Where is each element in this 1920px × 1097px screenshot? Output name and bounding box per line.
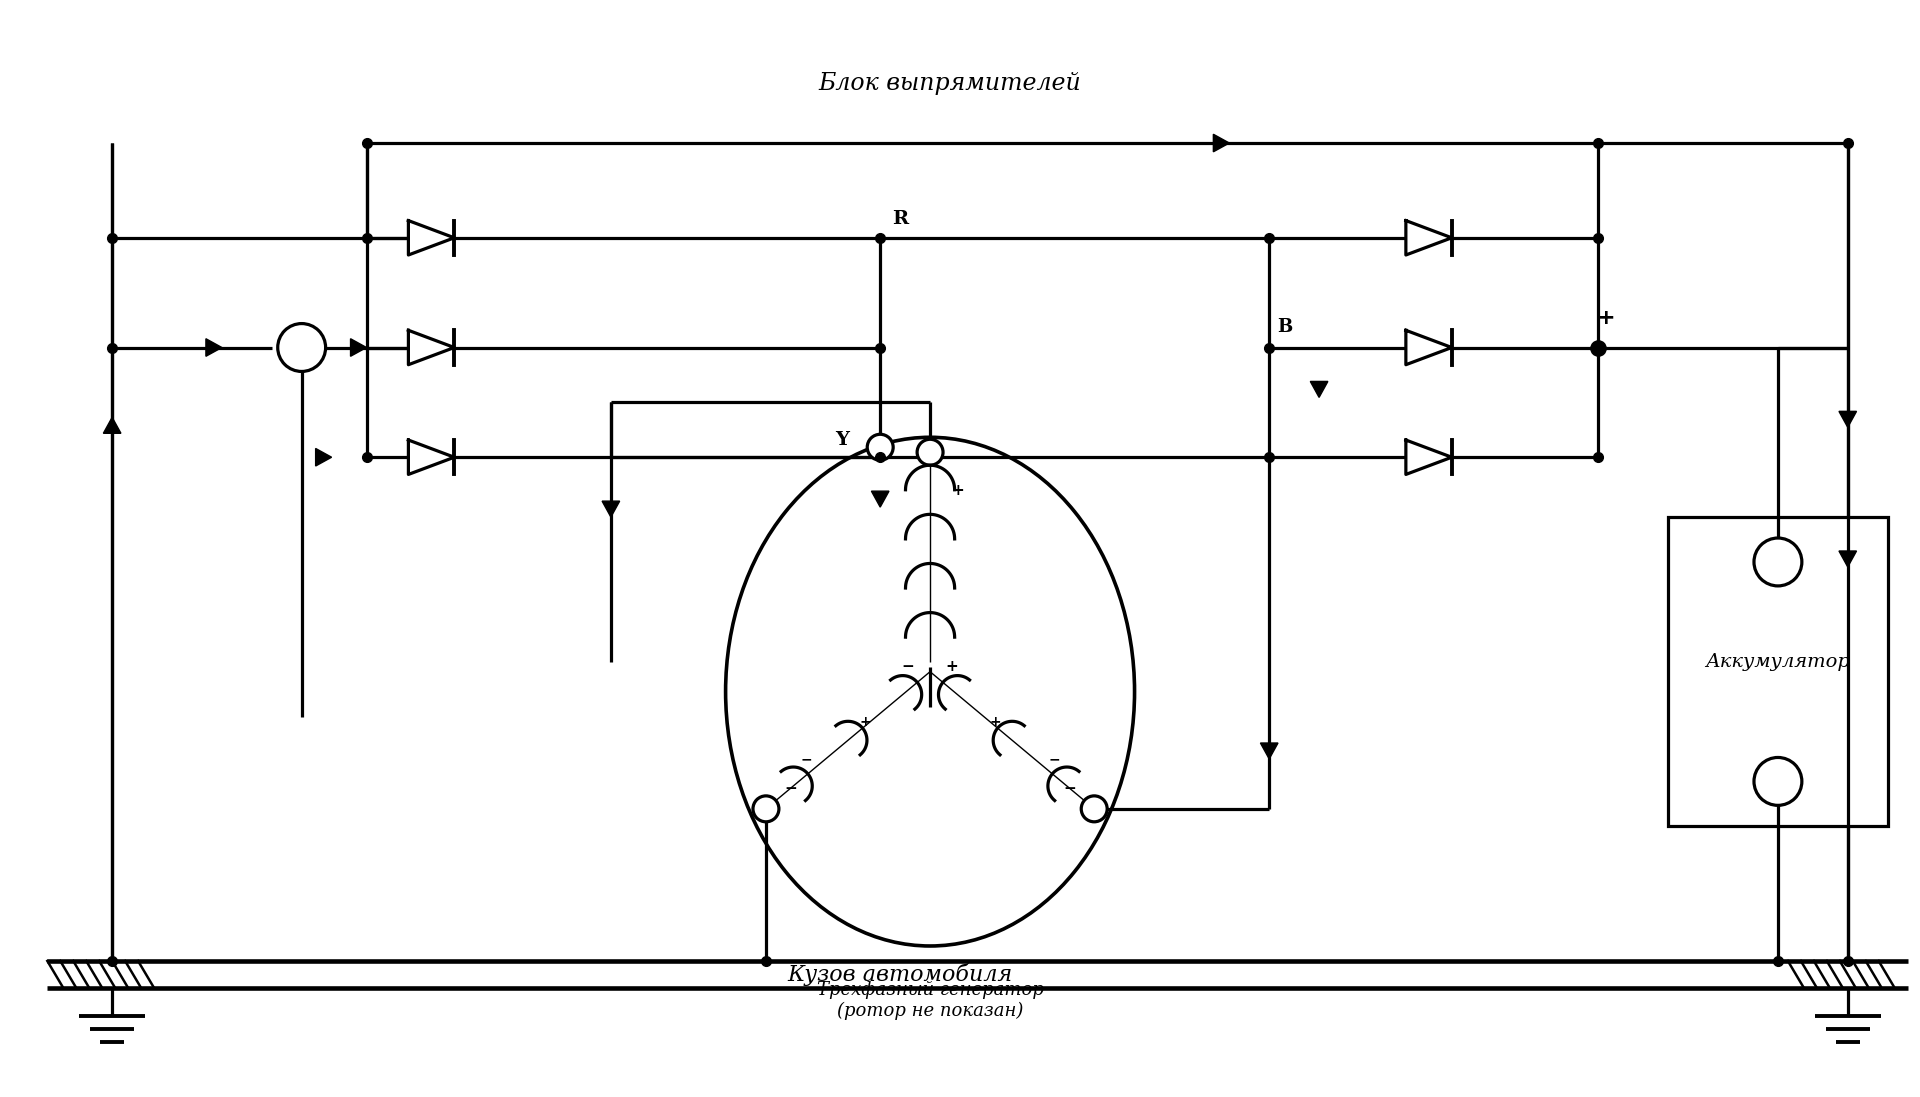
Polygon shape	[205, 339, 223, 357]
Text: −: −	[305, 339, 321, 357]
Circle shape	[278, 324, 326, 372]
Polygon shape	[872, 491, 889, 507]
Text: −: −	[801, 751, 812, 766]
Circle shape	[753, 795, 780, 822]
Text: −: −	[1770, 772, 1786, 791]
Text: −: −	[1064, 781, 1075, 796]
Circle shape	[1755, 538, 1801, 586]
Circle shape	[1755, 757, 1801, 805]
Polygon shape	[409, 330, 455, 364]
Text: R: R	[893, 210, 908, 228]
Polygon shape	[1405, 330, 1452, 364]
Polygon shape	[1405, 440, 1452, 474]
Circle shape	[918, 439, 943, 465]
Polygon shape	[409, 220, 455, 255]
Text: +: +	[947, 659, 958, 675]
Polygon shape	[1309, 382, 1329, 397]
Polygon shape	[1213, 134, 1229, 151]
Ellipse shape	[726, 438, 1135, 946]
Text: −: −	[1048, 751, 1060, 766]
Text: +: +	[1776, 553, 1791, 570]
Text: +: +	[989, 714, 1000, 728]
Text: −: −	[902, 659, 914, 675]
Circle shape	[868, 434, 893, 461]
Polygon shape	[409, 440, 455, 474]
Text: +: +	[1597, 307, 1615, 328]
Polygon shape	[104, 417, 121, 433]
Text: Y: Y	[835, 431, 849, 450]
Polygon shape	[603, 501, 620, 517]
Text: B: B	[1277, 317, 1292, 336]
Text: Кузов автомобиля: Кузов автомобиля	[787, 963, 1012, 986]
Text: Блок выпрямителей: Блок выпрямителей	[818, 71, 1081, 94]
Polygon shape	[315, 449, 332, 466]
Text: −: −	[785, 781, 797, 796]
Polygon shape	[1839, 551, 1857, 567]
Text: +: +	[860, 714, 872, 728]
Text: +: +	[952, 483, 964, 498]
Circle shape	[1081, 795, 1108, 822]
Polygon shape	[1839, 411, 1857, 428]
Polygon shape	[1405, 220, 1452, 255]
Text: Трехфазный генератор
(ротор не показан): Трехфазный генератор (ротор не показан)	[816, 981, 1043, 1020]
FancyBboxPatch shape	[1668, 517, 1887, 826]
Polygon shape	[1260, 743, 1279, 759]
Text: Аккумулятор: Аккумулятор	[1705, 653, 1851, 670]
Polygon shape	[351, 339, 367, 357]
